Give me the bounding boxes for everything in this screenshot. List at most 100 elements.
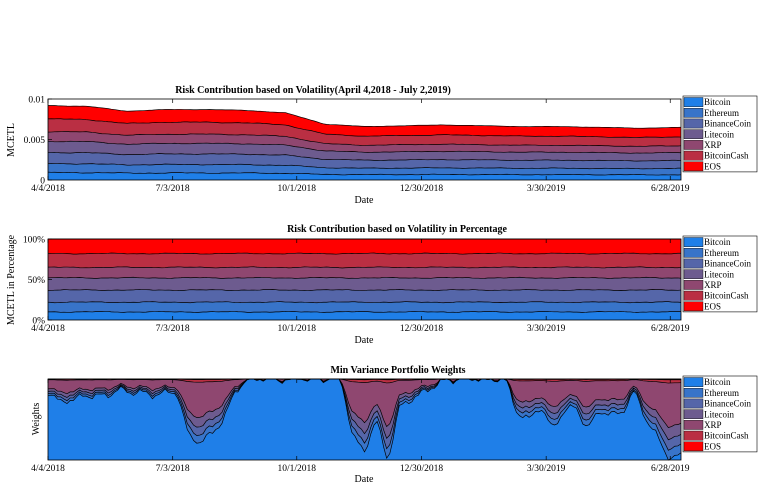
area-litecoin	[48, 141, 681, 162]
panel-2-ylabel: MCETL in Percentage	[6, 234, 17, 325]
legend-swatch-ethereum	[683, 388, 704, 398]
area-xrp	[48, 131, 681, 154]
panel-1-x-ticks: 4/4/2018 7/3/2018 10/1/2018 12/30/2018 3/30/…	[31, 99, 690, 194]
legend-swatch-xrp	[683, 420, 704, 430]
panel-3-legend: BitcoinEthereumBinanceCoinLitecoinXRPBit…	[682, 375, 758, 453]
legend-label-binancecoin: BinanceCoin	[704, 259, 751, 269]
x-tick-label: 6/28/2019	[651, 324, 690, 334]
legend-label-litecoin: Litecoin	[704, 129, 734, 139]
legend-swatch-ethereum	[683, 247, 704, 258]
legend-swatch-litecoin	[683, 269, 704, 280]
x-tick-label: 3/30/2019	[527, 324, 566, 334]
panel-2-xlabel: Date	[355, 335, 374, 346]
area-bitcoin	[48, 311, 681, 320]
y-tick-label: 0.01	[28, 96, 45, 106]
boundary-line-ethereum	[47, 163, 682, 170]
legend-swatch-bitcoincash	[683, 430, 704, 441]
area-bitcoincash	[48, 118, 681, 147]
legend-label-ethereum: Ethereum	[704, 248, 739, 258]
legend-label-litecoin: Litecoin	[704, 409, 734, 419]
x-tick-label: 7/3/2018	[156, 464, 190, 474]
x-tick-label: 6/28/2019	[651, 464, 690, 474]
area-bitcoincash	[48, 379, 681, 384]
panel-2-legend: BitcoinEthereumBinanceCoinLitecoinXRPBit…	[682, 235, 758, 313]
x-tick-label: 3/30/2019	[527, 184, 566, 194]
x-tick-label: 12/30/2018	[400, 324, 444, 334]
area-xrp	[48, 266, 681, 279]
legend-label-ethereum: Ethereum	[704, 388, 739, 398]
x-tick-label: 7/3/2018	[156, 184, 190, 194]
y-tick-label: 0%	[32, 317, 45, 327]
boundary-line-litecoin	[47, 378, 682, 429]
legend-swatch-xrp	[683, 280, 704, 290]
x-tick-label: 12/30/2018	[400, 184, 444, 194]
area-eos	[48, 239, 681, 255]
area-bitcoincash	[48, 252, 681, 268]
area-binancecoin	[48, 379, 681, 451]
legend-swatch-eos	[683, 161, 704, 172]
panel-3-x-ticks: 4/4/2018 7/3/2018 10/1/2018 12/30/2018 3/30/…	[31, 379, 690, 474]
y-tick-label: 0	[40, 177, 45, 187]
legend-label-bitcoincash: BitcoinCash	[704, 431, 749, 441]
area-ethereum	[48, 301, 681, 313]
y-tick-label: 0.005	[24, 136, 46, 146]
x-tick-label: 4/4/2018	[31, 464, 65, 474]
legend-label-eos: EOS	[704, 301, 721, 311]
area-binancecoin	[48, 289, 681, 303]
panel-3-areas	[47, 378, 682, 461]
legend-label-eos: EOS	[704, 161, 721, 171]
x-tick-label: 10/1/2018	[278, 324, 317, 334]
area-bitcoin	[48, 379, 681, 460]
legend-label-litecoin: Litecoin	[704, 269, 734, 279]
boundary-line-litecoin	[47, 276, 682, 279]
legend-swatch-litecoin	[683, 409, 704, 420]
legend-label-xrp: XRP	[704, 140, 722, 150]
y-tick-label: 50%	[28, 276, 46, 286]
legend-swatch-xrp	[683, 140, 704, 150]
legend-swatch-bitcoin	[683, 97, 704, 107]
legend-swatch-eos	[683, 441, 704, 452]
area-litecoin	[48, 277, 681, 291]
legend-swatch-eos	[683, 301, 704, 312]
legend-swatch-bitcoincash	[683, 290, 704, 301]
legend-label-eos: EOS	[704, 441, 721, 451]
x-tick-label: 4/4/2018	[31, 324, 65, 334]
x-tick-label: 10/1/2018	[278, 184, 317, 194]
panel-3-title: Min Variance Portfolio Weights	[330, 365, 465, 376]
boundary-line-xrp	[47, 266, 682, 269]
boundary-line-ethereum	[47, 378, 682, 451]
x-tick-label: 6/28/2019	[651, 184, 690, 194]
panel-1-title: Risk Contribution based on Volatility(Ap…	[175, 85, 451, 96]
legend-label-xrp: XRP	[704, 420, 722, 430]
boundary-line-eos	[47, 105, 682, 129]
panel-2-y-ticks: 0% 50% 100%	[23, 236, 52, 327]
legend-label-binancecoin: BinanceCoin	[704, 399, 751, 409]
legend-swatch-ethereum	[683, 107, 704, 118]
legend-swatch-bitcoin	[683, 237, 704, 247]
legend-label-binancecoin: BinanceCoin	[704, 119, 751, 129]
panel-1-areas	[47, 105, 682, 180]
boundary-line-bitcoin	[47, 171, 682, 176]
boundary-line-binancecoin	[47, 289, 682, 291]
panel-1-ylabel: MCETL	[6, 123, 17, 157]
legend-swatch-litecoin	[683, 129, 704, 140]
legend-swatch-bitcoin	[683, 377, 704, 387]
legend-label-ethereum: Ethereum	[704, 108, 739, 118]
legend-label-bitcoincash: BitcoinCash	[704, 291, 749, 301]
x-tick-label: 7/3/2018	[156, 324, 190, 334]
area-ethereum	[48, 163, 681, 176]
area-eos	[48, 105, 681, 138]
panel-3-xlabel: Date	[355, 474, 374, 485]
boundary-line-bitcoin	[48, 310, 682, 313]
panel-1: Risk Contribution based on Volatility(Ap…	[6, 85, 758, 206]
legend-label-xrp: XRP	[704, 280, 722, 290]
boundary-line-binancecoin	[47, 151, 682, 162]
panel-2: Risk Contribution based on Volatility in…	[6, 224, 758, 346]
legend-swatch-binancecoin	[683, 118, 704, 129]
legend-label-bitcoin: Bitcoin	[704, 97, 731, 107]
legend-swatch-binancecoin	[683, 258, 704, 269]
boundary-line-xrp	[47, 378, 682, 384]
panel-1-y-ticks: 0 0.005 0.01	[24, 96, 52, 187]
panel-3-axes-box	[47, 378, 682, 461]
panel-3: Min Variance Portfolio Weights 4/4/2018 7…	[31, 365, 758, 485]
